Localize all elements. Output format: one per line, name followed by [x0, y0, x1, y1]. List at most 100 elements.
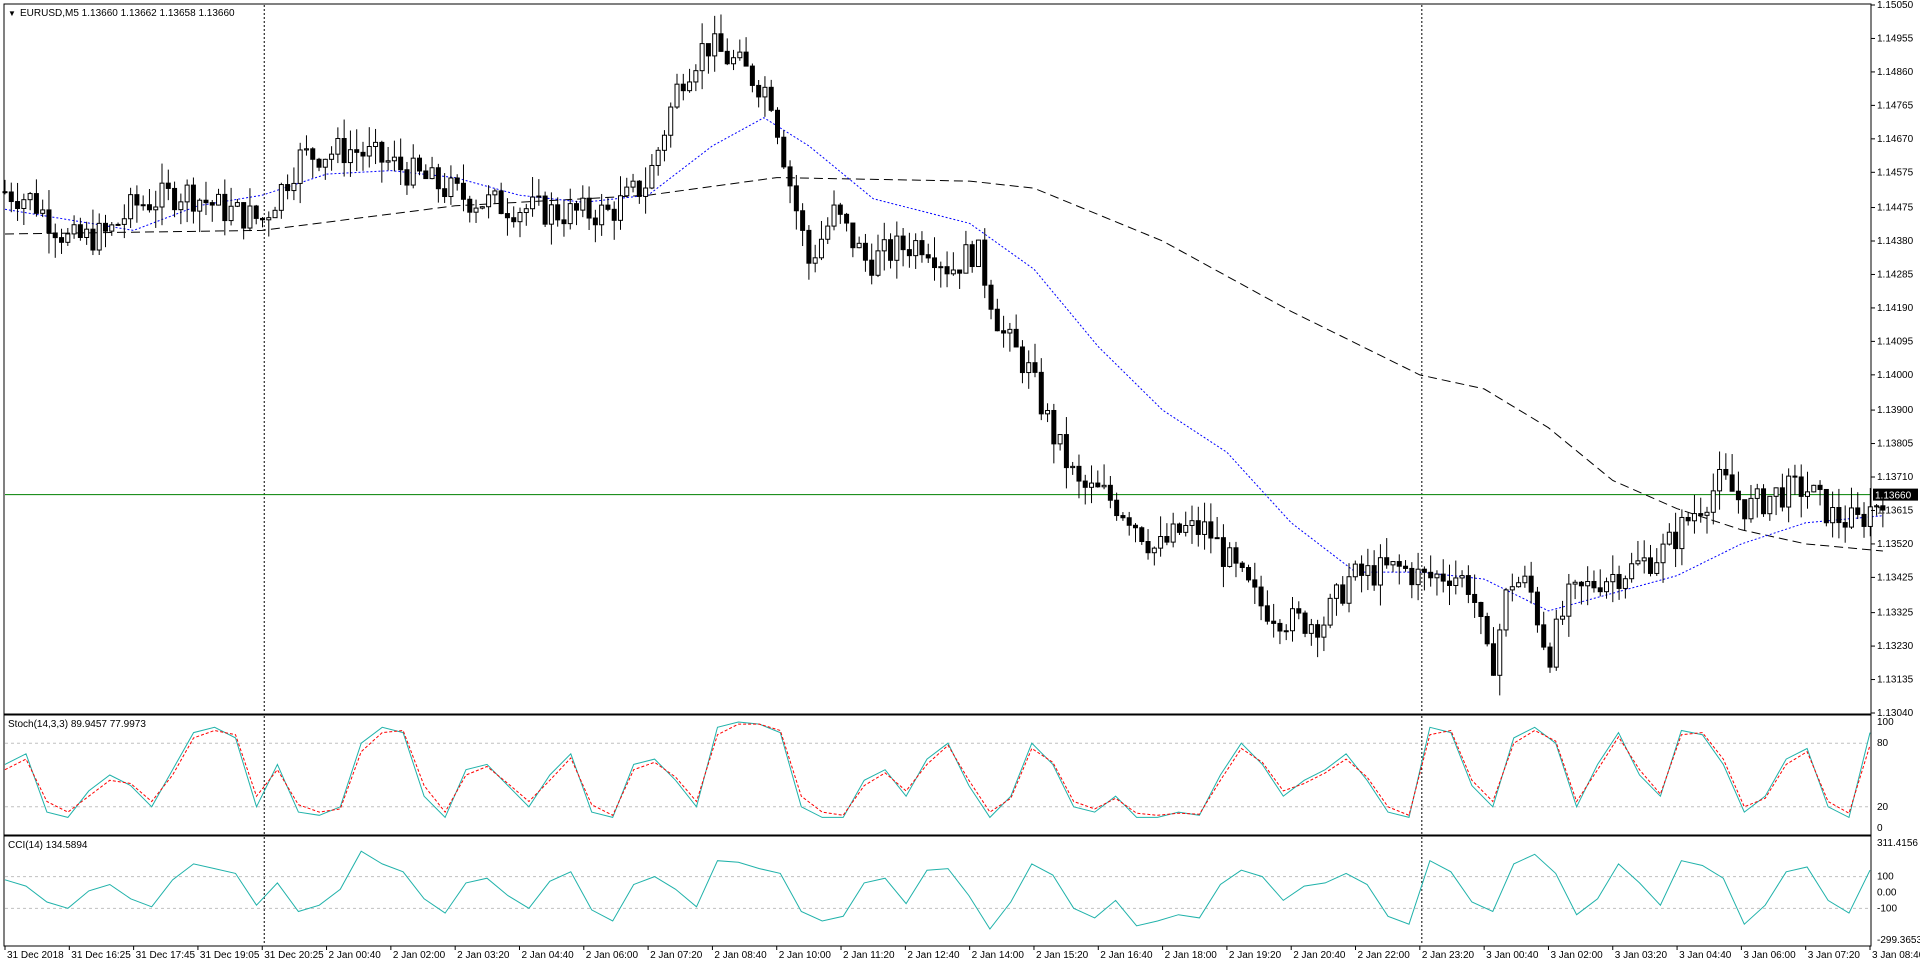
candle-body — [1647, 557, 1653, 574]
candle-body — [699, 43, 705, 72]
candle-body — [561, 219, 567, 225]
candle-body — [1390, 561, 1396, 566]
candle-body — [718, 33, 724, 52]
candle-body — [825, 225, 831, 240]
time-axis-label: 31 Dec 20:25 — [264, 950, 324, 961]
candle-body — [837, 204, 843, 215]
stochastic-levels — [5, 742, 1870, 808]
candle-body — [1478, 601, 1484, 617]
candle-body — [8, 191, 14, 203]
candle-body — [655, 149, 661, 166]
candle-body — [40, 209, 46, 214]
price-axis-label: 1.13425 — [1877, 572, 1914, 583]
candlestick-series[interactable] — [2, 14, 1886, 696]
price-axis-label: 1.14190 — [1877, 303, 1914, 314]
candle-body — [630, 180, 636, 188]
candle-body — [391, 156, 397, 162]
candle-body — [1365, 565, 1371, 576]
candle-body — [473, 207, 479, 213]
candle-body — [1541, 624, 1547, 648]
candle-body — [988, 284, 994, 310]
candle-body — [774, 109, 780, 138]
candle-body — [504, 213, 510, 219]
candle-body — [1384, 557, 1390, 566]
candle-body — [1685, 516, 1691, 522]
candle-body — [341, 138, 347, 164]
cci-pane-frame — [3, 835, 1872, 947]
candle-body — [140, 204, 146, 207]
price-axis-label: 1.13040 — [1877, 708, 1914, 719]
candle-body — [1333, 584, 1339, 599]
price-pane[interactable]: 1.15050 1.14955 1.14860 1.14765 1.14670 1.145… — [2, 0, 1918, 945]
candle-body — [1051, 409, 1057, 445]
candle-body — [1019, 346, 1025, 374]
candle-body — [329, 153, 335, 160]
candle-body — [247, 205, 253, 229]
time-axis-label: 2 Jan 08:40 — [714, 950, 767, 961]
price-axis-label: 1.14095 — [1877, 336, 1914, 347]
candle-body — [228, 205, 234, 222]
candle-body — [643, 187, 649, 197]
time-axis-label: 2 Jan 03:20 — [457, 950, 510, 961]
candle-body — [1641, 557, 1647, 562]
candle-body — [781, 136, 787, 168]
candle-body — [687, 81, 693, 92]
candle-body — [1082, 480, 1088, 488]
candle-body — [542, 195, 548, 225]
candle-body — [517, 212, 523, 223]
time-axis-label: 3 Jan 00:40 — [1486, 950, 1539, 961]
dropdown-triangle-icon[interactable]: ▼ — [8, 9, 16, 18]
oscillator-axis-label: 0.00 — [1877, 887, 1897, 898]
candle-body — [115, 223, 121, 226]
candle-body — [888, 239, 894, 261]
candle-body — [793, 185, 799, 212]
candle-body — [1195, 520, 1201, 535]
candle-body — [1026, 362, 1032, 374]
candle-body — [33, 193, 39, 214]
candle-body — [881, 239, 887, 252]
oscillator-series-line — [4, 723, 1871, 816]
candle-body — [762, 86, 768, 98]
time-axis-label: 3 Jan 02:00 — [1550, 950, 1603, 961]
candle-body — [460, 182, 466, 200]
candle-body — [994, 308, 1000, 332]
candle-body — [84, 228, 90, 238]
price-axis-label: 1.14765 — [1877, 100, 1914, 111]
candle-body — [1836, 507, 1842, 524]
price-axis-label: 1.14000 — [1877, 370, 1914, 381]
price-axis-label: 1.13710 — [1877, 472, 1914, 483]
candle-body — [1176, 523, 1182, 533]
candle-body — [1145, 541, 1151, 554]
time-axis-label: 2 Jan 00:40 — [329, 950, 382, 961]
price-axis-label: 1.13520 — [1877, 539, 1914, 550]
candle-body — [291, 182, 297, 192]
candle-body — [1880, 505, 1886, 511]
candle-body — [102, 222, 108, 232]
candle-body — [1830, 507, 1836, 524]
candle-body — [592, 217, 598, 226]
candle-body — [913, 240, 919, 257]
candle-body — [768, 86, 774, 111]
candle-body — [1428, 571, 1434, 579]
time-axis-label: 3 Jan 08:40 — [1872, 950, 1920, 961]
oscillator-axis-label: 311.4156 — [1877, 838, 1918, 849]
candle-body — [1101, 484, 1107, 488]
candle-body — [1189, 520, 1195, 526]
candle-body — [1126, 517, 1132, 526]
time-axis-label: 3 Jan 03:20 — [1615, 950, 1668, 961]
candle-body — [1346, 576, 1352, 604]
candle-body — [1120, 515, 1126, 519]
price-axis-label: 1.13135 — [1877, 675, 1914, 686]
stochastic-pane[interactable]: 100 80 20 0 Stoch(14,3,3) 89.9457 77.9973 — [3, 714, 1894, 836]
candle-body — [1490, 643, 1496, 676]
candle-body — [442, 188, 448, 198]
candle-body — [818, 238, 824, 259]
candle-body — [1447, 580, 1453, 586]
candle-body — [316, 158, 322, 168]
time-axis-label: 31 Dec 17:45 — [136, 950, 196, 961]
cci-pane[interactable]: 311.4156 100 0.00 -100 -299.3653 CCI(14) 134… — [3, 835, 1920, 947]
candle-body — [1227, 547, 1233, 567]
candle-body — [919, 240, 925, 256]
